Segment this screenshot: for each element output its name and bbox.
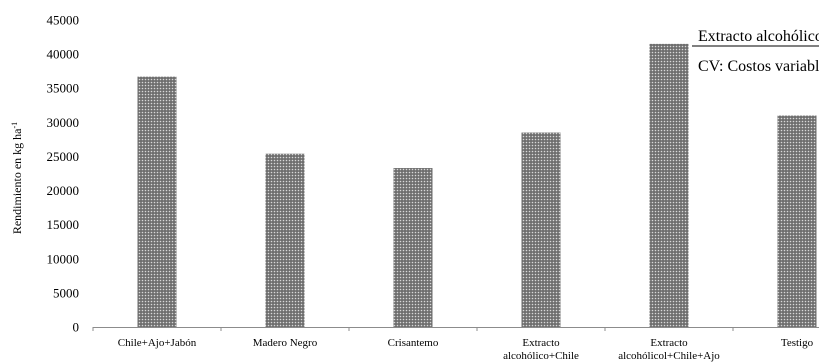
y-tick-label: 0 <box>73 320 80 335</box>
x-tick-label: Extracto <box>522 337 560 349</box>
note-line-1: Extracto alcohólico <box>698 28 819 45</box>
bars <box>137 43 817 327</box>
x-tick-label: alcohólicol+Chile+Ajo <box>618 350 720 362</box>
x-axis: Chile+Ajo+Jabón Madero Negro Crisantemo Ext… <box>92 327 819 362</box>
y-tick-label: 10000 <box>47 251 80 266</box>
bar <box>649 43 689 327</box>
y-tick-label: 5000 <box>53 285 79 300</box>
bar <box>393 168 433 327</box>
bar <box>265 153 305 327</box>
bar <box>521 132 561 327</box>
bar <box>777 115 817 327</box>
y-axis-label: Rendimiento en kg ha-1 <box>10 122 25 234</box>
y-tick-label: 40000 <box>47 47 80 62</box>
x-tick-label: alcohólico+Chile <box>503 350 579 362</box>
y-tick-label: 35000 <box>47 81 80 96</box>
y-axis: 0 5000 10000 15000 20000 25000 30000 35000 40000… <box>47 13 80 335</box>
x-tick-label: Madero Negro <box>253 337 318 349</box>
y-tick-label: 45000 <box>47 13 80 28</box>
x-tick-label: Extracto <box>650 337 688 349</box>
y-tick-label: 30000 <box>47 115 80 130</box>
note-line-2: CV: Costos variables <box>698 58 819 75</box>
y-tick-label: 20000 <box>47 183 80 198</box>
note-box: Extracto alcohólico CV: Costos variables <box>692 28 819 75</box>
bar <box>137 76 177 327</box>
y-tick-label: 15000 <box>47 217 80 232</box>
y-tick-label: 25000 <box>47 149 80 164</box>
x-tick-label: Testigo <box>781 337 814 349</box>
x-tick-label: Crisantemo <box>388 337 439 349</box>
x-tick-label: Chile+Ajo+Jabón <box>118 337 197 349</box>
